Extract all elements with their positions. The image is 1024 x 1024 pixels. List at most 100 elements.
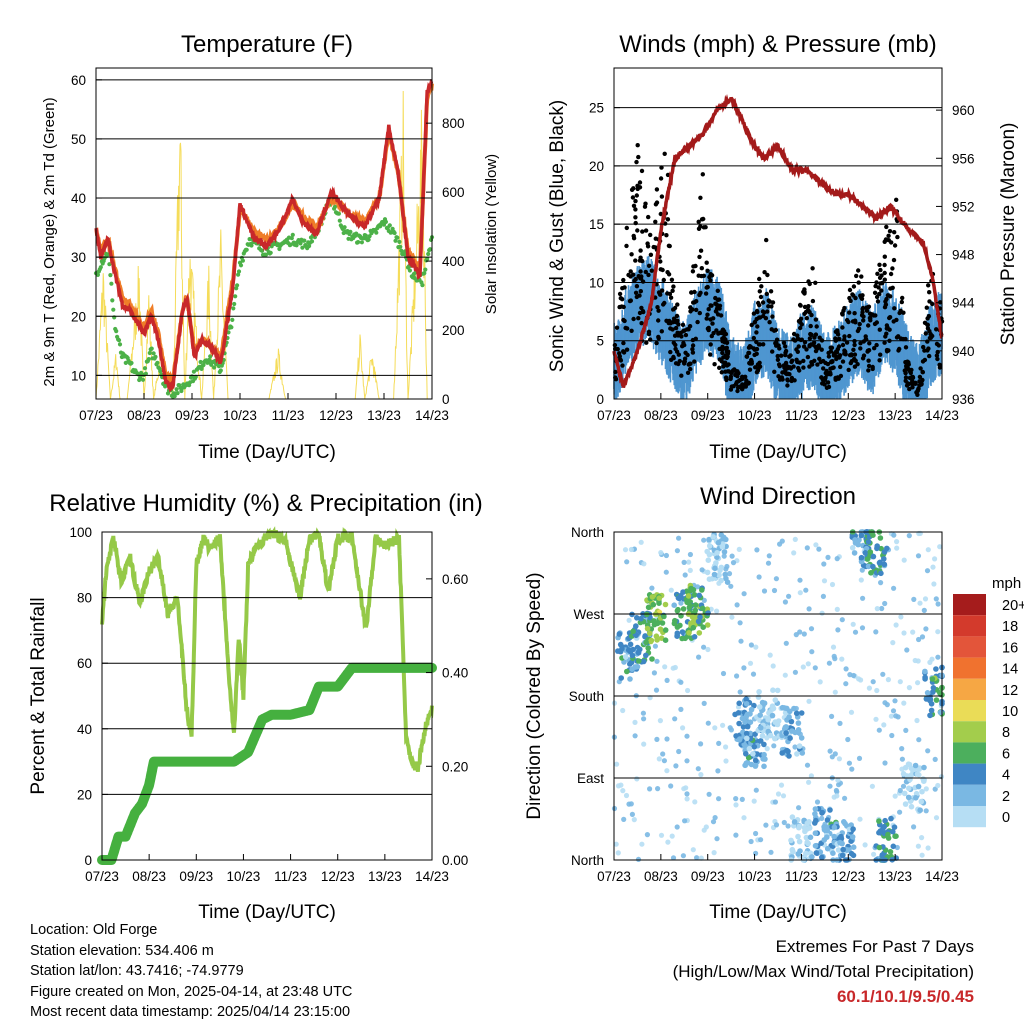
gust-point <box>812 335 817 340</box>
gust-point <box>773 327 779 333</box>
direction-point <box>723 758 729 764</box>
direction-point <box>694 855 700 861</box>
direction-point <box>680 853 687 859</box>
direction-point <box>782 672 788 678</box>
direction-point <box>827 807 833 813</box>
humidity-frame <box>101 531 433 861</box>
gust-point <box>635 183 640 188</box>
gust-point <box>840 342 846 348</box>
direction-point <box>781 819 787 826</box>
humidity-ytick-label: 40 <box>77 722 92 737</box>
gust-point <box>783 360 789 366</box>
temperature-y2tick-label: 800 <box>442 116 465 131</box>
direction-point <box>714 608 720 614</box>
gust-point <box>620 363 625 368</box>
direction-point <box>834 789 840 795</box>
direction-point <box>897 679 903 685</box>
winds-y2label: Station Pressure (Maroon) <box>998 123 1019 346</box>
gust-point <box>617 291 623 297</box>
direction-point <box>714 836 720 842</box>
direction-point <box>761 763 767 770</box>
gust-point <box>633 215 638 220</box>
direction-point <box>699 567 705 573</box>
direction-point <box>783 640 789 646</box>
direction-point <box>773 576 780 582</box>
direction-point <box>639 841 645 847</box>
gust-point <box>708 342 713 347</box>
gust-point <box>660 267 665 273</box>
direction-point <box>691 634 698 640</box>
direction-point <box>679 629 686 635</box>
gust-point <box>835 375 840 380</box>
dewpoint-point <box>158 369 163 374</box>
direction-xtick-label: 09/23 <box>691 869 725 884</box>
direction-point <box>930 685 937 691</box>
direction-point <box>862 842 868 848</box>
gust-point <box>752 319 758 325</box>
gust-point <box>685 370 691 375</box>
direction-xtick-label: 13/23 <box>878 869 912 884</box>
speed-legend-swatch <box>953 784 986 806</box>
direction-point <box>899 746 905 752</box>
temperature-y2tick-label: 200 <box>442 323 465 338</box>
direction-point <box>620 788 626 794</box>
speed-legend-label: 8 <box>1002 725 1010 741</box>
gust-point <box>667 291 673 297</box>
dewpoint-point <box>302 238 307 243</box>
direction-point <box>753 850 759 856</box>
humidity-plot-area <box>97 526 437 865</box>
direction-point <box>695 766 701 772</box>
dewpoint-point <box>397 239 402 244</box>
gust-point <box>876 285 881 290</box>
speed-legend-label: 6 <box>1002 746 1010 762</box>
direction-point <box>831 824 838 831</box>
dewpoint-point <box>232 301 237 307</box>
gust-point <box>706 307 711 312</box>
gust-point <box>649 268 654 273</box>
direction-point <box>787 708 793 715</box>
direction-point <box>932 786 938 792</box>
direction-point <box>878 580 884 586</box>
gust-point <box>817 335 822 340</box>
direction-point <box>684 791 690 797</box>
direction-point <box>819 610 825 616</box>
direction-point <box>804 762 811 768</box>
direction-point <box>753 787 759 793</box>
gust-point <box>621 277 626 283</box>
gust-point <box>918 366 923 371</box>
direction-point <box>656 756 662 762</box>
gust-point <box>705 268 710 273</box>
gust-point <box>724 355 730 361</box>
winds-ytick-label: 20 <box>589 159 604 174</box>
dewpoint-point <box>201 362 206 368</box>
gust-point <box>747 360 752 366</box>
direction-point <box>887 849 894 855</box>
direction-point <box>635 856 642 863</box>
dewpoint-point <box>393 238 398 243</box>
gust-point <box>746 345 752 350</box>
direction-point <box>705 610 711 616</box>
dewpoint-point <box>392 230 397 236</box>
gust-point <box>882 340 887 345</box>
direction-point <box>674 824 680 830</box>
direction-point <box>898 614 904 620</box>
direction-point <box>848 838 854 844</box>
direction-point <box>814 799 821 805</box>
winds-xtick-label: 07/23 <box>597 408 631 423</box>
direction-point <box>661 758 668 764</box>
direction-point <box>696 592 702 599</box>
direction-point <box>622 547 629 553</box>
direction-point <box>631 817 637 823</box>
gust-point <box>714 328 719 333</box>
direction-point <box>638 615 644 622</box>
winds-axes: 07/23 08/23 09/23 10/23 11/23 12/23 13/23 14/23… <box>589 101 975 423</box>
gust-point <box>858 341 863 346</box>
direction-point <box>692 602 699 608</box>
direction-point <box>917 600 923 606</box>
direction-point <box>642 633 648 639</box>
gust-point <box>847 310 852 315</box>
gust-point <box>877 262 882 267</box>
gust-point <box>752 352 757 358</box>
gust-point <box>699 217 705 222</box>
